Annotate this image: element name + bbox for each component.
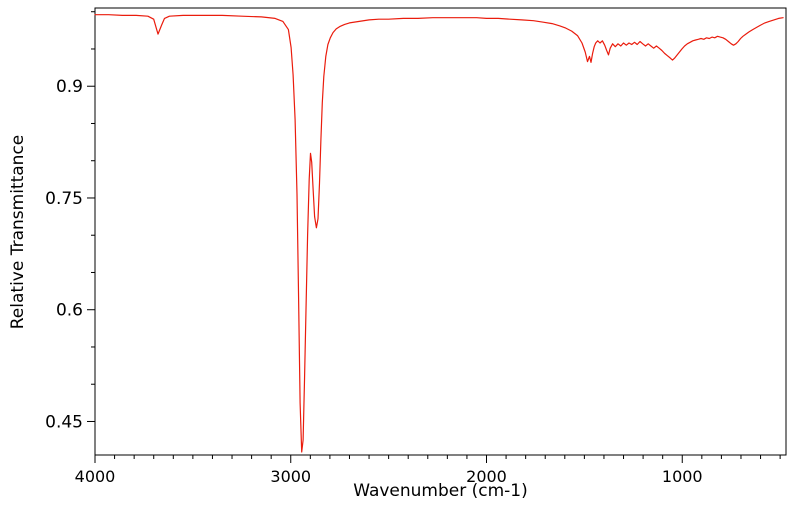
y-tick-label: 0.75 <box>45 189 83 209</box>
y-tick-label: 0.45 <box>45 412 83 432</box>
x-tick-label: 2000 <box>466 467 507 486</box>
x-axis-label: Wavenumber (cm-1) <box>353 481 528 501</box>
plot-border <box>94 7 787 456</box>
x-tick-label: 4000 <box>75 467 116 486</box>
x-tick-label: 1000 <box>662 467 703 486</box>
y-axis-label: Relative Transmittance <box>8 134 28 330</box>
y-tick-label: 0.6 <box>56 301 83 321</box>
spectrum-line <box>94 14 784 453</box>
y-tick-label: 0.9 <box>56 77 83 97</box>
x-tick-label: 3000 <box>270 467 311 486</box>
